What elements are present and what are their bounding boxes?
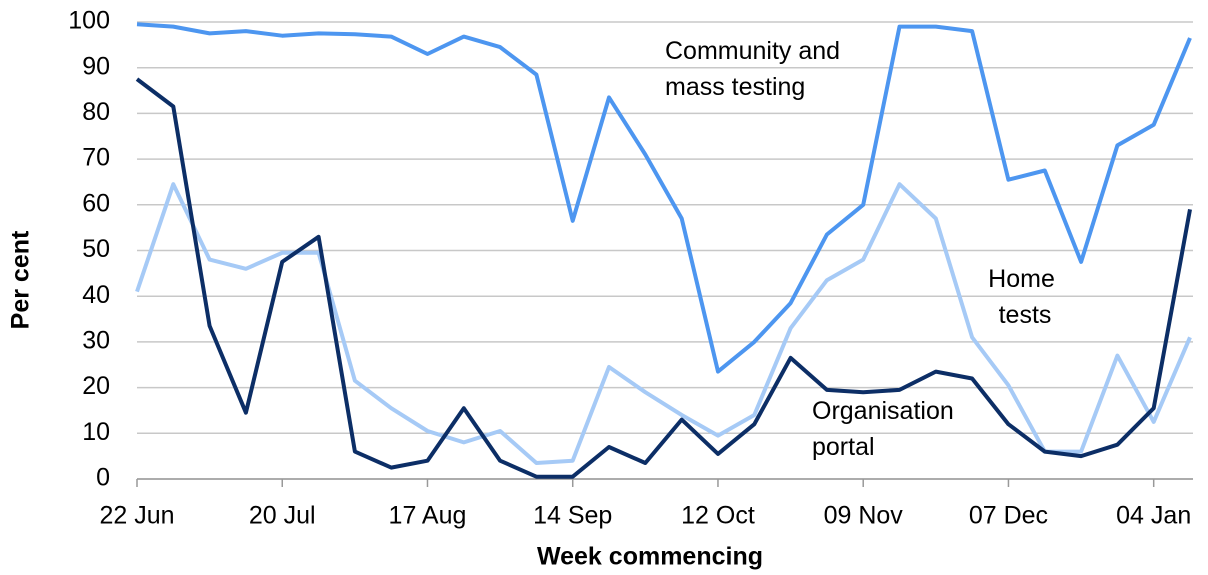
y-tick-label: 20	[82, 372, 110, 400]
series-label: Home tests	[988, 265, 1062, 329]
x-tick-label: 22 Jun	[99, 502, 174, 530]
y-tick-label: 30	[82, 327, 110, 355]
label-line: Community and	[665, 37, 847, 65]
x-tick-label: 04 Jan	[1116, 502, 1191, 530]
y-tick-label: 100	[68, 7, 110, 35]
y-tick-label: 40	[82, 281, 110, 309]
series-label: Community and mass testing	[665, 37, 847, 101]
series-line	[136, 22, 1192, 374]
label-line: Home	[988, 265, 1062, 293]
label-line: tests	[999, 301, 1052, 329]
label-line: Organisation	[812, 397, 961, 425]
x-tick-label: 07 Dec	[969, 502, 1048, 530]
y-tick-label: 80	[82, 98, 110, 126]
series-label: Organisation portal	[812, 397, 961, 461]
y-tick-label: 50	[82, 235, 110, 263]
x-tick-label: 20 Jul	[249, 502, 316, 530]
x-tick-label: 17 Aug	[389, 502, 467, 530]
y-tick-label: 70	[82, 144, 110, 172]
x-tick-label: 12 Oct	[681, 502, 755, 530]
x-tick-label: 14 Sep	[533, 502, 612, 530]
x-tick-label: 09 Nov	[824, 502, 904, 530]
y-tick-label: 60	[82, 189, 110, 217]
series-line	[135, 77, 1192, 479]
label-line: portal	[812, 433, 875, 461]
y-tick-label: 10	[82, 418, 110, 446]
series-line	[135, 182, 1192, 465]
x-axis-title: Week commencing	[537, 543, 763, 571]
label-line: mass testing	[665, 73, 805, 101]
y-tick-label: 0	[96, 464, 110, 492]
y-tick-label: 90	[82, 52, 110, 80]
y-axis-title: Per cent	[7, 230, 35, 329]
